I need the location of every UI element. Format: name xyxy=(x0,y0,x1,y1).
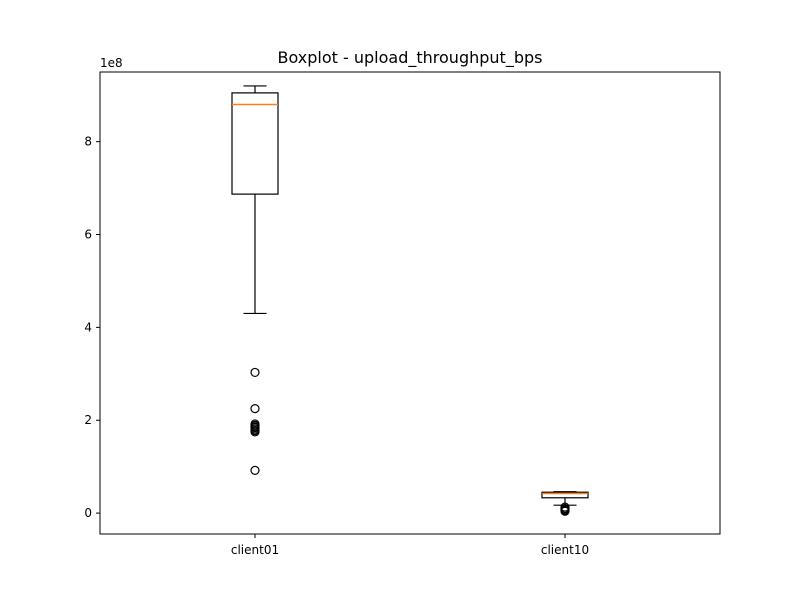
box-client01 xyxy=(231,85,279,475)
x-axis: client01 client10 xyxy=(231,534,589,557)
chart-title: Boxplot - upload_throughput_bps xyxy=(278,48,543,68)
outlier-point xyxy=(250,404,260,414)
outlier-point xyxy=(250,427,260,437)
y-axis: 0 2 4 6 8 xyxy=(84,135,100,520)
box-client10 xyxy=(541,491,589,516)
boxplot-series xyxy=(231,85,589,516)
y-tick-label: 2 xyxy=(84,413,92,427)
box-iqr xyxy=(541,491,589,499)
outlier-point xyxy=(250,367,260,378)
y-tick-label: 4 xyxy=(84,320,92,334)
outlier-point xyxy=(560,506,570,516)
x-tick-label: client01 xyxy=(231,543,279,557)
x-tick-label: client10 xyxy=(541,543,589,557)
y-tick-label: 8 xyxy=(84,135,92,149)
y-axis-scale-label: 1e8 xyxy=(100,56,123,70)
box-iqr xyxy=(231,92,279,195)
plot-area-frame xyxy=(99,71,721,535)
outlier-point xyxy=(250,465,260,475)
y-tick-label: 6 xyxy=(84,228,92,242)
y-tick-label: 0 xyxy=(84,506,92,520)
